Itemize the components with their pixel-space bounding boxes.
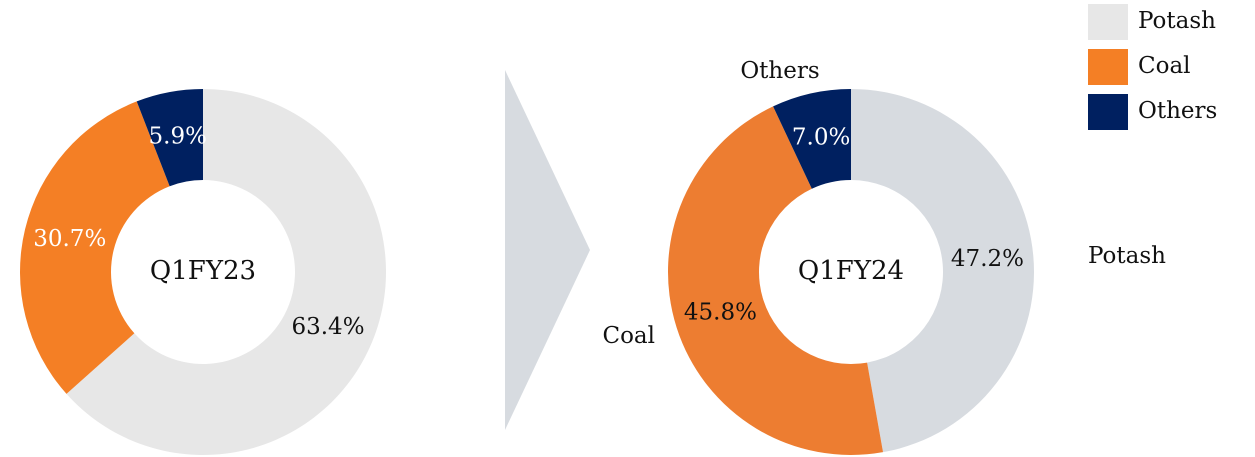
value-label: 5.9%: [149, 123, 207, 149]
legend-label: Coal: [1138, 53, 1191, 79]
value-label: 7.0%: [792, 124, 850, 150]
value-label: 47.2%: [951, 246, 1024, 272]
donut-slice: [773, 89, 851, 189]
category-label: Coal: [602, 323, 655, 349]
center-title: Q1FY23: [150, 256, 256, 286]
category-label: Others: [740, 58, 819, 84]
legend-label: Potash: [1138, 8, 1216, 34]
category-label: Potash: [1088, 243, 1166, 269]
donut-slice: [20, 101, 170, 394]
value-label: 63.4%: [291, 314, 364, 340]
donut-slice: [66, 89, 387, 456]
value-label: 30.7%: [33, 226, 106, 252]
donut-slice: [136, 89, 203, 187]
center-title: Q1FY24: [798, 256, 904, 286]
legend-swatch: [1088, 4, 1128, 40]
donut-slice: [851, 89, 1034, 453]
donut-slice: [668, 106, 884, 455]
value-label: 45.8%: [684, 300, 757, 326]
legend-label: Others: [1138, 98, 1217, 124]
legend-swatch: [1088, 94, 1128, 130]
arrow: [505, 70, 590, 430]
legend-swatch: [1088, 49, 1128, 85]
